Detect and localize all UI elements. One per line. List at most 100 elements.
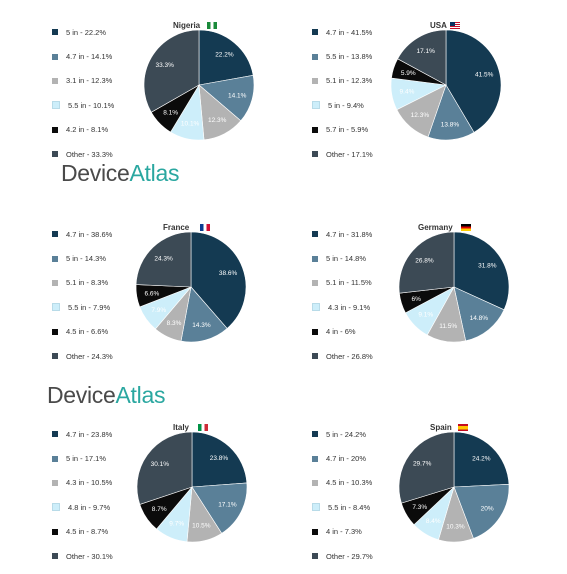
legend-swatch [312, 328, 318, 335]
legend-item: 4.7 in - 23.8% [52, 422, 162, 446]
chart-panel-usa: 4.7 in - 41.5% 5.5 in - 13.8% 5.1 in - 12.… [300, 18, 567, 159]
legend: 4.7 in - 23.8% 5 in - 17.1% 4.3 in - 10.5%… [52, 422, 162, 568]
pie-slice [191, 482, 248, 534]
slice-label: 6% [411, 296, 421, 303]
legend-label: 5 in - 14.3% [66, 254, 107, 264]
legend-item: 4.2 in - 8.1% [52, 118, 162, 142]
legend-swatch [312, 77, 318, 84]
legend-swatch [52, 353, 58, 360]
legend-swatch [52, 101, 60, 110]
slice-label: 14.1% [228, 92, 247, 99]
chart-title: USA [430, 21, 447, 30]
legend-swatch [52, 431, 58, 438]
legend-label: 5.5 in - 8.4% [328, 502, 371, 512]
legend-swatch [52, 126, 58, 133]
legend-swatch [52, 77, 58, 84]
pie-slice [453, 231, 510, 311]
slice-label: 12.3% [208, 117, 227, 124]
chart-title: France [163, 223, 190, 232]
legend-item: 5.1 in - 12.3% [312, 69, 422, 93]
pie-slice [398, 431, 455, 504]
slice-label: 24.2% [472, 455, 491, 462]
pie-slice [190, 231, 247, 329]
legend-label: 4 in - 6% [326, 327, 356, 337]
italy-flag-icon [198, 424, 208, 431]
legend-item: 5.5 in - 13.8% [312, 44, 422, 68]
slice-label: 11.5% [439, 323, 457, 330]
slice-label: 9.4% [400, 89, 415, 96]
legend-swatch [312, 528, 318, 535]
legend-item: 5.5 in - 10.1% [52, 93, 162, 117]
legend-label: 4.8 in - 9.7% [68, 502, 111, 512]
legend-item: Other - 33.3% [52, 142, 162, 166]
legend-item: 4 in - 6% [312, 320, 422, 344]
legend-label: 5 in - 14.8% [326, 254, 367, 264]
legend-item: 5.1 in - 11.5% [312, 271, 422, 295]
legend-label: 4 in - 7.3% [326, 527, 362, 537]
slice-label: 7.9% [151, 307, 166, 314]
legend-item: 4.7 in - 14.1% [52, 44, 162, 68]
legend: 5 in - 24.2% 4.7 in - 20% 4.5 in - 10.3% 5.… [312, 422, 422, 568]
legend-item: 3.1 in - 12.3% [52, 69, 162, 93]
legend-item: 4.7 in - 31.8% [312, 222, 422, 246]
legend-swatch [52, 528, 58, 535]
chart-panel-spain: 5 in - 24.2% 4.7 in - 20% 4.5 in - 10.3% 5.… [300, 420, 567, 561]
legend-label: 4.7 in - 20% [326, 454, 367, 464]
legend-label: Other - 24.3% [66, 351, 113, 361]
slice-label: 7.3% [412, 504, 427, 511]
legend-label: Other - 30.1% [66, 551, 113, 561]
chart-panel-italy: 4.7 in - 23.8% 5 in - 17.1% 4.3 in - 10.5%… [40, 420, 310, 561]
pie-slice [191, 431, 248, 488]
legend-label: 5 in - 9.4% [328, 100, 364, 110]
slice-label: 8.3% [167, 320, 182, 327]
slice-label: 26.8% [415, 258, 434, 265]
legend-label: 4.3 in - 9.1% [328, 302, 371, 312]
legend-label: 5.5 in - 13.8% [326, 52, 373, 62]
legend-swatch [52, 303, 60, 312]
legend-swatch [312, 231, 318, 238]
legend: 5 in - 22.2% 4.7 in - 14.1% 3.1 in - 12.3%… [52, 20, 162, 166]
legend-swatch [312, 431, 318, 438]
legend-label: 5.5 in - 7.9% [68, 302, 111, 312]
slice-label: 8.4% [426, 518, 441, 525]
slice-label: 30.1% [151, 461, 170, 468]
brand-logo: DeviceAtlas [61, 160, 180, 186]
legend-label: 4.5 in - 6.6% [66, 327, 109, 337]
legend-swatch [312, 455, 318, 462]
legend-item: 4.7 in - 41.5% [312, 20, 422, 44]
slice-label: 14.8% [470, 315, 489, 322]
pie-slice [198, 29, 254, 86]
legend-item: 4 in - 7.3% [312, 520, 422, 544]
legend-item: 4.3 in - 10.5% [52, 471, 162, 495]
slice-label: 14.3% [192, 322, 211, 329]
legend-label: 5 in - 22.2% [66, 27, 107, 37]
slice-label: 29.7% [413, 460, 432, 467]
nigeria-flag-icon [207, 22, 217, 29]
slice-label: 31.8% [478, 263, 497, 270]
slice-label: 5.9% [401, 70, 416, 77]
legend-item: 4.8 in - 9.7% [52, 495, 162, 519]
legend-swatch [312, 279, 318, 286]
slice-label: 24.3% [154, 255, 173, 262]
legend-item: 5 in - 24.2% [312, 422, 422, 446]
legend-swatch [312, 353, 318, 360]
legend-label: 3.1 in - 12.3% [66, 76, 113, 86]
brand-logo: DeviceAtlas [47, 382, 166, 408]
pie-slice [453, 286, 505, 342]
chart-panel-france: 4.7 in - 38.6% 5 in - 14.3% 5.1 in - 8.3% 5… [40, 220, 310, 361]
spain-flag-icon [458, 424, 468, 431]
legend-label: 4.5 in - 8.7% [66, 527, 109, 537]
legend-swatch [52, 553, 58, 560]
legend-swatch [312, 29, 318, 36]
legend-swatch [52, 151, 58, 158]
usa-flag-icon [450, 22, 460, 29]
slice-label: 20% [481, 506, 494, 513]
slice-label: 8.7% [152, 506, 167, 513]
legend-item: Other - 24.3% [52, 344, 162, 368]
france-flag-icon [200, 224, 210, 231]
legend: 4.7 in - 41.5% 5.5 in - 13.8% 5.1 in - 12.… [312, 20, 422, 166]
legend-label: 4.7 in - 23.8% [66, 429, 113, 439]
legend-item: 5.1 in - 8.3% [52, 271, 162, 295]
legend-item: 5.7 in - 5.9% [312, 118, 422, 142]
slice-label: 13.8% [441, 121, 460, 128]
